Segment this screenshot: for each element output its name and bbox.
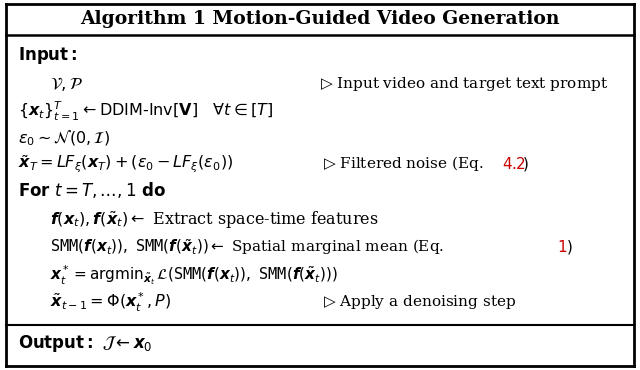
Text: $\tilde{\boldsymbol{x}}_T = LF_{\xi}(\boldsymbol{x}_T) + (\epsilon_0 - LF_{\xi}(: $\tilde{\boldsymbol{x}}_T = LF_{\xi}(\bo… <box>18 153 233 175</box>
Text: $\mathcal{V}, \mathcal{P}$: $\mathcal{V}, \mathcal{P}$ <box>51 75 83 93</box>
Text: $\mathbf{For}\ t = T,\ldots,1\ \mathbf{do}$: $\mathbf{For}\ t = T,\ldots,1\ \mathbf{d… <box>18 180 166 200</box>
Text: $1$: $1$ <box>557 239 567 255</box>
Text: $\triangleright$ Filtered noise (Eq.: $\triangleright$ Filtered noise (Eq. <box>323 154 485 174</box>
Text: $\{\boldsymbol{x}_t\}_{t=1}^{T} \leftarrow \mathrm{DDIM\text{-}Inv}[\mathbf{V}]$: $\{\boldsymbol{x}_t\}_{t=1}^{T} \leftarr… <box>18 100 273 123</box>
Text: $\mathtt{SMM}(\boldsymbol{f}(\boldsymbol{x}_t)),\ \mathtt{SMM}(\boldsymbol{f}(\t: $\mathtt{SMM}(\boldsymbol{f}(\boldsymbol… <box>51 238 446 257</box>
Text: $\mathbf{Input{:}}$: $\mathbf{Input{:}}$ <box>18 46 77 66</box>
Text: $\tilde{\boldsymbol{x}}_{t-1} = \Phi(\boldsymbol{x}_t^*, P)$: $\tilde{\boldsymbol{x}}_{t-1} = \Phi(\bo… <box>51 291 172 314</box>
Text: $\triangleright$ Input video and target text prompt: $\triangleright$ Input video and target … <box>320 75 608 93</box>
Text: $)$: $)$ <box>522 155 529 173</box>
Text: $\epsilon_0 \sim \mathcal{N}(0, \mathcal{I})$: $\epsilon_0 \sim \mathcal{N}(0, \mathcal… <box>18 128 109 148</box>
Text: $\triangleright$ Apply a denoising step: $\triangleright$ Apply a denoising step <box>323 293 516 312</box>
Text: Algorithm 1 Motion-Guided Video Generation: Algorithm 1 Motion-Guided Video Generati… <box>80 10 560 28</box>
Text: $\boldsymbol{x}_t^* = \mathrm{argmin}_{\tilde{\boldsymbol{x}}_t}\,\mathcal{L}(\m: $\boldsymbol{x}_t^* = \mathrm{argmin}_{\… <box>51 263 338 287</box>
Text: $4.2$: $4.2$ <box>502 156 525 172</box>
Text: $)$: $)$ <box>566 238 573 256</box>
Text: $\mathbf{Output{:}}\ \mathcal{J} \leftarrow \boldsymbol{x}_0$: $\mathbf{Output{:}}\ \mathcal{J} \leftar… <box>18 333 152 354</box>
Text: $\boldsymbol{f}(\boldsymbol{x}_t), \boldsymbol{f}(\tilde{\boldsymbol{x}}_t) \lef: $\boldsymbol{f}(\boldsymbol{x}_t), \bold… <box>51 209 379 229</box>
